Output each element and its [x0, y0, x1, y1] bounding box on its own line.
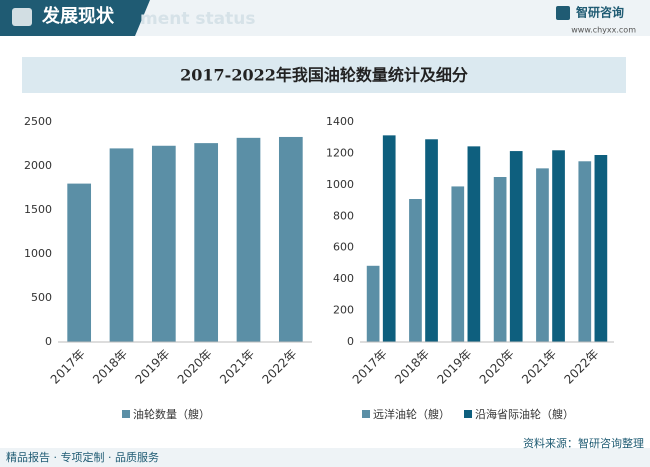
y-tick-label: 200 — [333, 304, 354, 317]
footer-left: 精品报告 · 专项定制 · 品质服务 — [6, 450, 159, 464]
y-tick-label: 1000 — [326, 178, 354, 191]
bar — [151, 145, 176, 342]
y-tick-label: 600 — [333, 241, 354, 254]
bar — [578, 161, 592, 342]
bar — [382, 135, 396, 342]
bar — [451, 186, 465, 342]
logo-text: 智研咨询 — [575, 5, 624, 20]
header-watermark: ment status — [140, 9, 255, 29]
bar — [552, 150, 565, 342]
header-block — [0, 0, 150, 36]
logo-icon — [556, 6, 570, 20]
y-tick-label: 400 — [333, 272, 354, 285]
bar — [194, 143, 219, 342]
bar — [409, 199, 422, 342]
header-title: 发展现状 — [41, 5, 115, 27]
y-tick-label: 1000 — [24, 247, 52, 260]
bar — [536, 168, 549, 342]
y-tick-label: 2000 — [24, 159, 52, 172]
footer-right: 资料来源：智研咨询整理 — [523, 436, 644, 450]
y-tick-label: 1500 — [24, 203, 52, 216]
bar — [109, 148, 134, 342]
y-tick-label: 0 — [347, 335, 354, 348]
bar — [509, 151, 523, 342]
legend-label: 沿海省际油轮（艘） — [475, 407, 574, 421]
footer-band — [0, 448, 650, 467]
bar — [425, 139, 438, 342]
main-title: 2017-2022年我国油轮数量统计及细分 — [180, 66, 468, 85]
bar — [278, 136, 303, 342]
title-band — [22, 57, 626, 93]
header-icon — [12, 8, 32, 26]
y-tick-label: 2500 — [24, 115, 52, 128]
legend-swatch — [362, 410, 370, 418]
y-tick-label: 500 — [31, 291, 52, 304]
legend-label: 远洋油轮（艘） — [373, 407, 450, 421]
header-url: www.chyxx.com — [571, 26, 636, 35]
legend-swatch — [464, 410, 472, 418]
y-tick-label: 1400 — [326, 115, 354, 128]
bar — [467, 146, 481, 342]
bar — [67, 183, 92, 342]
bar — [594, 155, 608, 342]
y-tick-label: 0 — [45, 335, 52, 348]
legend-swatch — [122, 410, 130, 418]
y-tick-label: 800 — [333, 209, 354, 222]
bar — [493, 177, 507, 342]
legend-label: 油轮数量（艘） — [133, 407, 210, 421]
y-tick-label: 1200 — [326, 146, 354, 159]
bar — [236, 137, 261, 342]
bar — [366, 265, 380, 342]
